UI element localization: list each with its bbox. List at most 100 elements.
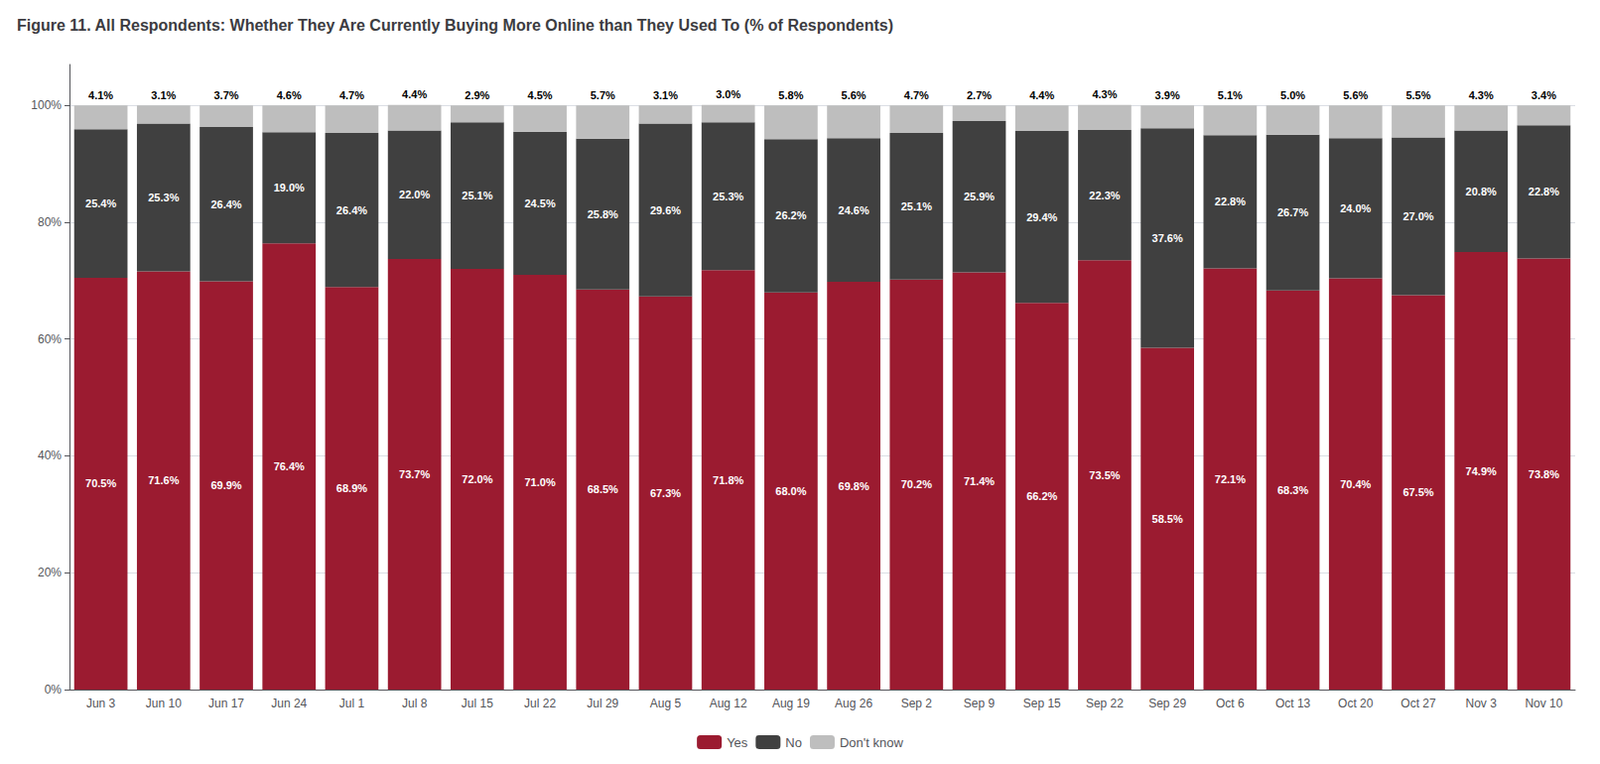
svg-text:76.4%: 76.4% <box>273 460 305 473</box>
svg-text:Oct 6: Oct 6 <box>1215 696 1245 711</box>
svg-text:73.5%: 73.5% <box>1088 469 1120 482</box>
svg-text:4.7%: 4.7% <box>904 89 930 102</box>
svg-text:5.6%: 5.6% <box>1342 89 1368 102</box>
svg-text:25.8%: 25.8% <box>587 208 619 221</box>
svg-text:Sep 9: Sep 9 <box>963 696 996 711</box>
svg-text:4.7%: 4.7% <box>339 89 365 102</box>
svg-text:37.6%: 37.6% <box>1152 232 1184 245</box>
svg-text:Yes: Yes <box>726 735 749 751</box>
svg-text:Jul 29: Jul 29 <box>586 696 619 711</box>
svg-text:4.1%: 4.1% <box>88 89 114 102</box>
svg-text:71.8%: 71.8% <box>712 474 744 487</box>
svg-text:Oct 27: Oct 27 <box>1400 696 1437 711</box>
svg-text:20%: 20% <box>37 565 62 580</box>
svg-text:3.4%: 3.4% <box>1531 89 1557 102</box>
svg-text:Jun 10: Jun 10 <box>145 696 182 711</box>
svg-text:80%: 80% <box>37 215 62 230</box>
svg-text:0%: 0% <box>44 682 63 697</box>
svg-text:29.6%: 29.6% <box>650 204 681 217</box>
svg-text:58.5%: 58.5% <box>1152 513 1184 526</box>
svg-text:Jun 17: Jun 17 <box>208 696 245 711</box>
svg-text:Aug 26: Aug 26 <box>834 696 873 711</box>
svg-text:66.2%: 66.2% <box>1026 490 1058 503</box>
svg-text:Sep 2: Sep 2 <box>901 696 934 711</box>
svg-text:Sep 15: Sep 15 <box>1023 696 1062 711</box>
svg-text:25.3%: 25.3% <box>712 190 744 203</box>
svg-text:70.2%: 70.2% <box>901 478 933 491</box>
svg-text:Oct 20: Oct 20 <box>1337 696 1374 711</box>
svg-text:3.1%: 3.1% <box>150 89 176 102</box>
svg-text:4.5%: 4.5% <box>528 89 553 102</box>
svg-text:71.4%: 71.4% <box>963 475 995 488</box>
svg-text:4.3%: 4.3% <box>1091 88 1117 101</box>
svg-text:26.4%: 26.4% <box>336 204 368 217</box>
svg-text:25.1%: 25.1% <box>461 189 493 202</box>
svg-text:73.8%: 73.8% <box>1528 468 1560 481</box>
svg-text:4.6%: 4.6% <box>276 89 302 102</box>
svg-text:72.1%: 72.1% <box>1214 473 1246 486</box>
svg-text:Jul 8: Jul 8 <box>401 696 428 711</box>
svg-text:68.0%: 68.0% <box>775 485 806 498</box>
svg-text:68.5%: 68.5% <box>587 483 619 496</box>
svg-text:Nov 10: Nov 10 <box>1524 696 1563 711</box>
svg-text:3.0%: 3.0% <box>715 88 741 101</box>
svg-text:Jun 24: Jun 24 <box>270 696 307 711</box>
svg-text:Nov 3: Nov 3 <box>1466 696 1498 711</box>
svg-text:68.3%: 68.3% <box>1277 484 1309 497</box>
svg-text:Aug 19: Aug 19 <box>772 696 810 711</box>
svg-text:70.5%: 70.5% <box>85 477 117 490</box>
svg-text:72.0%: 72.0% <box>461 473 493 486</box>
svg-text:25.4%: 25.4% <box>85 197 117 210</box>
svg-text:5.8%: 5.8% <box>778 89 803 102</box>
svg-text:Sep 22: Sep 22 <box>1085 696 1124 711</box>
svg-text:Figure 11. All Respondents: Wh: Figure 11. All Respondents: Whether They… <box>16 16 894 34</box>
svg-text:100%: 100% <box>30 98 62 113</box>
svg-text:Jul 15: Jul 15 <box>461 696 494 711</box>
svg-text:5.6%: 5.6% <box>841 89 867 102</box>
svg-text:71.0%: 71.0% <box>524 476 555 489</box>
svg-text:4.4%: 4.4% <box>1029 89 1055 102</box>
svg-text:3.7%: 3.7% <box>213 89 239 102</box>
svg-text:3.9%: 3.9% <box>1155 89 1181 102</box>
svg-text:71.6%: 71.6% <box>147 474 179 487</box>
svg-text:5.5%: 5.5% <box>1405 89 1431 102</box>
svg-text:29.4%: 29.4% <box>1026 211 1058 224</box>
svg-text:22.0%: 22.0% <box>399 188 430 201</box>
svg-text:26.4%: 26.4% <box>210 198 242 211</box>
svg-text:22.3%: 22.3% <box>1088 189 1120 202</box>
svg-text:Aug 5: Aug 5 <box>650 696 682 711</box>
svg-text:Sep 29: Sep 29 <box>1148 696 1187 711</box>
svg-text:67.3%: 67.3% <box>650 487 681 500</box>
svg-text:Don't know: Don't know <box>839 735 905 751</box>
svg-text:67.5%: 67.5% <box>1402 486 1434 499</box>
svg-text:5.0%: 5.0% <box>1280 89 1306 102</box>
svg-text:69.8%: 69.8% <box>838 480 870 493</box>
svg-text:Jul 22: Jul 22 <box>524 696 556 711</box>
svg-text:5.1%: 5.1% <box>1217 89 1243 102</box>
svg-text:4.4%: 4.4% <box>401 88 427 101</box>
svg-text:24.5%: 24.5% <box>524 197 555 210</box>
svg-text:40%: 40% <box>37 448 62 463</box>
svg-text:73.7%: 73.7% <box>399 468 430 481</box>
svg-text:25.9%: 25.9% <box>963 190 995 203</box>
svg-text:2.7%: 2.7% <box>966 89 992 102</box>
svg-text:5.7%: 5.7% <box>590 89 616 102</box>
svg-text:19.0%: 19.0% <box>273 181 305 194</box>
svg-text:69.9%: 69.9% <box>210 479 242 492</box>
svg-text:26.7%: 26.7% <box>1277 206 1309 219</box>
svg-text:22.8%: 22.8% <box>1214 195 1246 208</box>
svg-text:25.3%: 25.3% <box>147 191 179 204</box>
svg-text:Jun 3: Jun 3 <box>86 696 117 711</box>
svg-text:68.9%: 68.9% <box>336 482 368 495</box>
svg-text:2.9%: 2.9% <box>464 89 490 102</box>
svg-text:22.8%: 22.8% <box>1528 185 1560 198</box>
svg-text:74.9%: 74.9% <box>1466 465 1497 478</box>
svg-text:24.0%: 24.0% <box>1339 202 1371 215</box>
svg-text:26.2%: 26.2% <box>775 209 806 222</box>
svg-text:27.0%: 27.0% <box>1402 210 1434 223</box>
svg-text:70.4%: 70.4% <box>1339 478 1371 491</box>
svg-text:Jul 1: Jul 1 <box>339 696 366 711</box>
svg-text:Oct 13: Oct 13 <box>1275 696 1312 711</box>
svg-text:4.3%: 4.3% <box>1468 89 1494 102</box>
svg-text:25.1%: 25.1% <box>901 200 933 213</box>
